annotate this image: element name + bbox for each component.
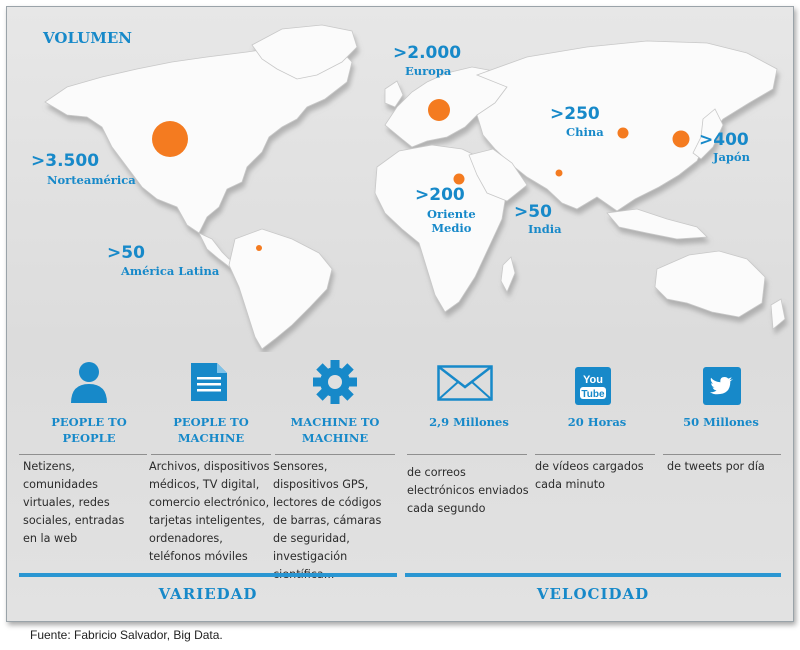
youtube-icon: You Tube [575,367,611,405]
arabia-land [468,148,528,202]
page-title: VOLUMEN [43,29,132,47]
heading-machine-to-machine: MACHINE TO MACHINE [290,415,380,445]
name-oriente: Oriente Medio [427,207,476,235]
source-caption: Fuente: Fabricio Salvador, Big Data. [30,628,223,642]
twitter-icon [703,367,741,405]
dot-oriente [453,173,465,185]
value-norteamerica: >3.500 [31,151,100,171]
heading-people-to-machine: PEOPLE TO MACHINE [173,415,249,445]
dot-latam [256,245,262,251]
greenland-land [251,24,358,80]
envelope-icon [437,365,493,401]
value-china: >250 [550,104,600,124]
uk-land [384,80,404,108]
value-europa: >2.000 [393,43,462,63]
asia-land [475,40,778,212]
africa-land [374,144,508,313]
desc-tweets: de tweets por día [667,460,765,473]
desc-horas: de vídeos cargados cada minuto [535,460,644,491]
name-china: China [566,125,604,139]
value-latam: >50 [107,243,145,263]
heading-correos: 2,9 Millones [429,415,509,429]
document-icon [191,363,227,401]
heading-tweets: 50 Millones [683,415,759,429]
name-norteamerica: Norteamérica [47,173,136,187]
value-oriente: >200 [415,185,465,205]
japan-land [692,108,724,160]
gear-icon [313,360,357,404]
velocidad-bar [405,573,781,577]
desc-people-to-machine: Archivos, dispositivos médicos, TV digit… [149,460,270,563]
dot-norteamerica [152,121,188,157]
section-variedad: VARIEDAD [158,585,258,603]
heading-horas: 20 Horas [567,415,627,429]
name-europa: Europa [405,64,452,78]
new-zealand-land [770,298,786,330]
infographic-frame: VOLUMEN >2.000 Europa >250 China >400 Ja… [6,6,794,622]
dot-europa [428,99,450,121]
madagascar-land [500,256,516,293]
world-map [44,24,786,350]
column-rule [535,454,655,455]
value-india: >50 [514,202,552,222]
svg-text:You: You [583,374,603,386]
desc-machine-to-machine: Sensores, dispositivos GPS, lectores de … [273,460,382,581]
indonesia-land [606,208,708,240]
dot-china [617,127,629,139]
australia-land [654,250,766,318]
person-icon [71,362,107,403]
name-india: India [528,222,562,236]
section-velocidad: VELOCIDAD [536,585,650,603]
dot-india [555,169,563,177]
dot-japon [672,130,690,148]
name-latam: América Latina [121,264,220,278]
desc-people-to-people: Netizens, comunidades virtuales, redes s… [23,460,125,545]
north-america-land [44,42,353,234]
column-rule [275,454,395,455]
column-rule [151,454,271,455]
column-rule [663,454,781,455]
column-rule [407,454,527,455]
heading-people-to-people: PEOPLE TO PEOPLE [51,415,127,445]
desc-correos: de correos electrónicos enviados cada se… [407,466,529,515]
svg-text:Tube: Tube [581,389,605,400]
column-rule [19,454,147,455]
name-japon: Japón [713,150,750,164]
variedad-bar [19,573,397,577]
value-japon: >400 [699,130,749,150]
south-america-land [228,228,333,350]
